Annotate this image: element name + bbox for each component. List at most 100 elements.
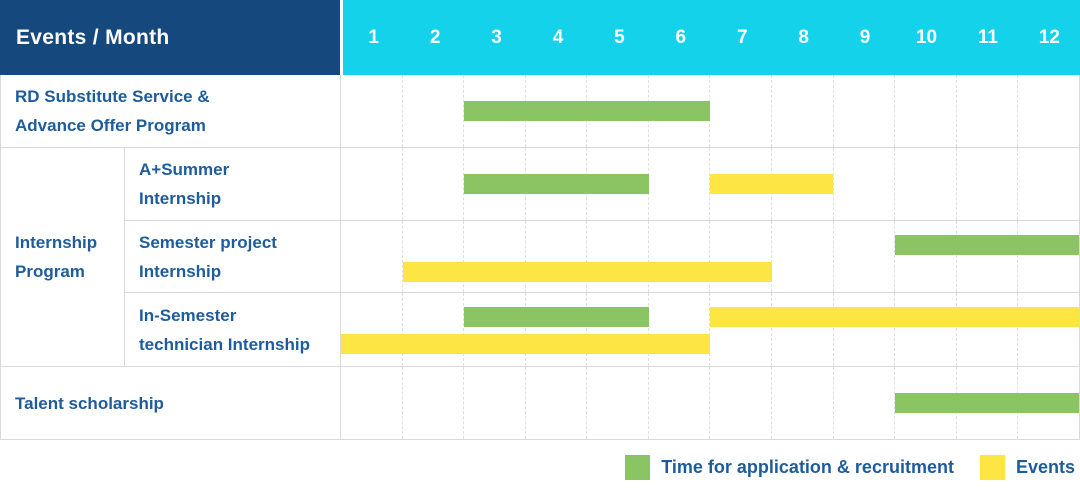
month-grid-cell xyxy=(341,221,402,293)
month-grid-cell xyxy=(955,220,1018,293)
month-header-cell: 5 xyxy=(614,26,625,48)
month-grid-cell xyxy=(1017,220,1079,293)
month-grid-cell xyxy=(647,148,710,220)
month-header-cell: 1 xyxy=(368,26,379,48)
subrow-label: A+Summer Internship xyxy=(125,148,341,220)
table-row-group: Internship Program A+Summer Internship Semes… xyxy=(1,148,1079,367)
month-grid-cell xyxy=(401,148,464,220)
month-grid-cell xyxy=(1017,75,1079,147)
month-grid-cell xyxy=(341,293,402,366)
subrow-label: In-Semester technician Internship xyxy=(125,293,341,366)
month-grid-cell xyxy=(401,75,464,147)
legend: Time for application & recruitment Events xyxy=(0,440,1080,494)
month-grid-cell xyxy=(832,75,895,147)
month-header-cell: 3 xyxy=(491,26,502,48)
row-label-line: Advance Offer Program xyxy=(15,116,206,135)
month-grid-cell xyxy=(709,367,771,439)
table-header: Events / Month 1 2 3 4 5 6 7 8 9 10 11 12 xyxy=(0,0,1080,75)
table-body: RD Substitute Service & Advance Offer Pro… xyxy=(0,75,1080,440)
month-grid-cell xyxy=(709,148,771,220)
table-row: Talent scholarship xyxy=(1,367,1079,440)
month-grid-cell xyxy=(463,293,525,366)
row-label-line: Internship xyxy=(139,188,222,208)
month-grid-cell xyxy=(524,220,587,293)
month-grid-cell xyxy=(341,148,402,220)
subrow-label: Semester project Internship xyxy=(125,220,341,293)
legend-label: Time for application & recruitment xyxy=(661,456,954,477)
month-grid-cell xyxy=(586,220,648,293)
month-grid-cell xyxy=(894,148,956,220)
month-grid-cell xyxy=(463,148,525,220)
events-bar xyxy=(402,261,772,282)
month-header-cell: 8 xyxy=(798,26,809,48)
table-subrow: Semester project Internship xyxy=(125,220,1079,294)
application-recruitment-bar xyxy=(464,101,710,121)
legend-label: Events xyxy=(1015,456,1075,477)
month-grid-area xyxy=(341,75,1079,147)
table-subrow: In-Semester technician Internship xyxy=(125,293,1079,366)
group-row-label: Internship Program xyxy=(1,148,125,366)
month-header-cell: 11 xyxy=(977,26,998,48)
month-header-cell: 12 xyxy=(1038,26,1060,48)
month-header-cell: 4 xyxy=(552,26,564,48)
events-bar xyxy=(710,174,833,194)
month-header-strip: 1 2 3 4 5 6 7 8 9 10 11 12 xyxy=(343,0,1080,75)
month-grid-cell xyxy=(524,367,587,439)
month-grid-cell xyxy=(709,293,771,366)
month-grid-cell xyxy=(647,220,710,293)
row-label-line: technician Internship xyxy=(139,334,310,354)
month-grid-area xyxy=(341,293,1079,366)
month-grid-area xyxy=(341,220,1079,293)
month-grid-cell xyxy=(832,293,895,366)
month-grid-cell xyxy=(401,293,464,366)
month-grid-area xyxy=(341,367,1079,439)
month-grid-cell xyxy=(1017,293,1079,366)
month-grid-cell xyxy=(832,220,895,293)
month-grid-cell xyxy=(955,293,1018,366)
row-label: Talent scholarship xyxy=(1,367,341,439)
month-header-cell: 10 xyxy=(915,26,938,48)
row-label: RD Substitute Service & Advance Offer Pro… xyxy=(1,75,341,147)
month-grid-area xyxy=(341,148,1079,220)
legend-item: Time for application & recruitment xyxy=(625,454,954,480)
month-grid-cell xyxy=(401,367,464,439)
month-grid-cell xyxy=(894,220,956,293)
application-recruitment-bar xyxy=(894,393,1079,413)
month-grid-cell xyxy=(586,293,648,366)
legend-item: Events xyxy=(979,454,1075,480)
month-grid-cell xyxy=(463,75,525,147)
group-subrows: A+Summer Internship Semester project Intern… xyxy=(125,148,1079,366)
row-label-line: Semester project xyxy=(139,232,277,252)
month-grid-cell xyxy=(647,367,710,439)
month-grid-cell xyxy=(955,75,1018,147)
legend-swatch-application xyxy=(625,454,651,480)
month-grid-cell xyxy=(647,293,710,366)
row-label-line: A+Summer xyxy=(139,159,230,179)
month-header-cell: 6 xyxy=(675,26,687,48)
month-header-cell: 9 xyxy=(859,26,871,48)
application-recruitment-bar xyxy=(464,307,649,328)
month-grid-cell xyxy=(832,367,895,439)
table-subrow: A+Summer Internship xyxy=(125,148,1079,221)
header-title: Events / Month xyxy=(16,25,170,49)
month-grid-cell xyxy=(341,75,402,147)
application-recruitment-bar xyxy=(464,174,649,194)
month-header-cell: 7 xyxy=(736,26,748,48)
legend-swatch-events xyxy=(979,454,1005,480)
application-recruitment-bar xyxy=(894,234,1079,255)
month-grid-cell xyxy=(832,148,895,220)
row-label-line: Talent scholarship xyxy=(15,393,164,413)
month-grid-cell xyxy=(401,220,464,293)
month-grid-cell xyxy=(771,293,833,366)
month-grid-cell xyxy=(955,148,1018,220)
row-label-line: Internship xyxy=(139,261,222,281)
month-grid-cell xyxy=(894,293,956,366)
events-month-header-cell: Events / Month xyxy=(0,0,343,75)
month-grid-cell xyxy=(771,220,833,293)
month-grid-cell xyxy=(771,75,833,147)
row-label-line: Internship xyxy=(15,233,98,252)
events-bar xyxy=(710,307,1079,328)
month-grid-cell xyxy=(586,367,648,439)
month-grid-cell xyxy=(1017,148,1079,220)
